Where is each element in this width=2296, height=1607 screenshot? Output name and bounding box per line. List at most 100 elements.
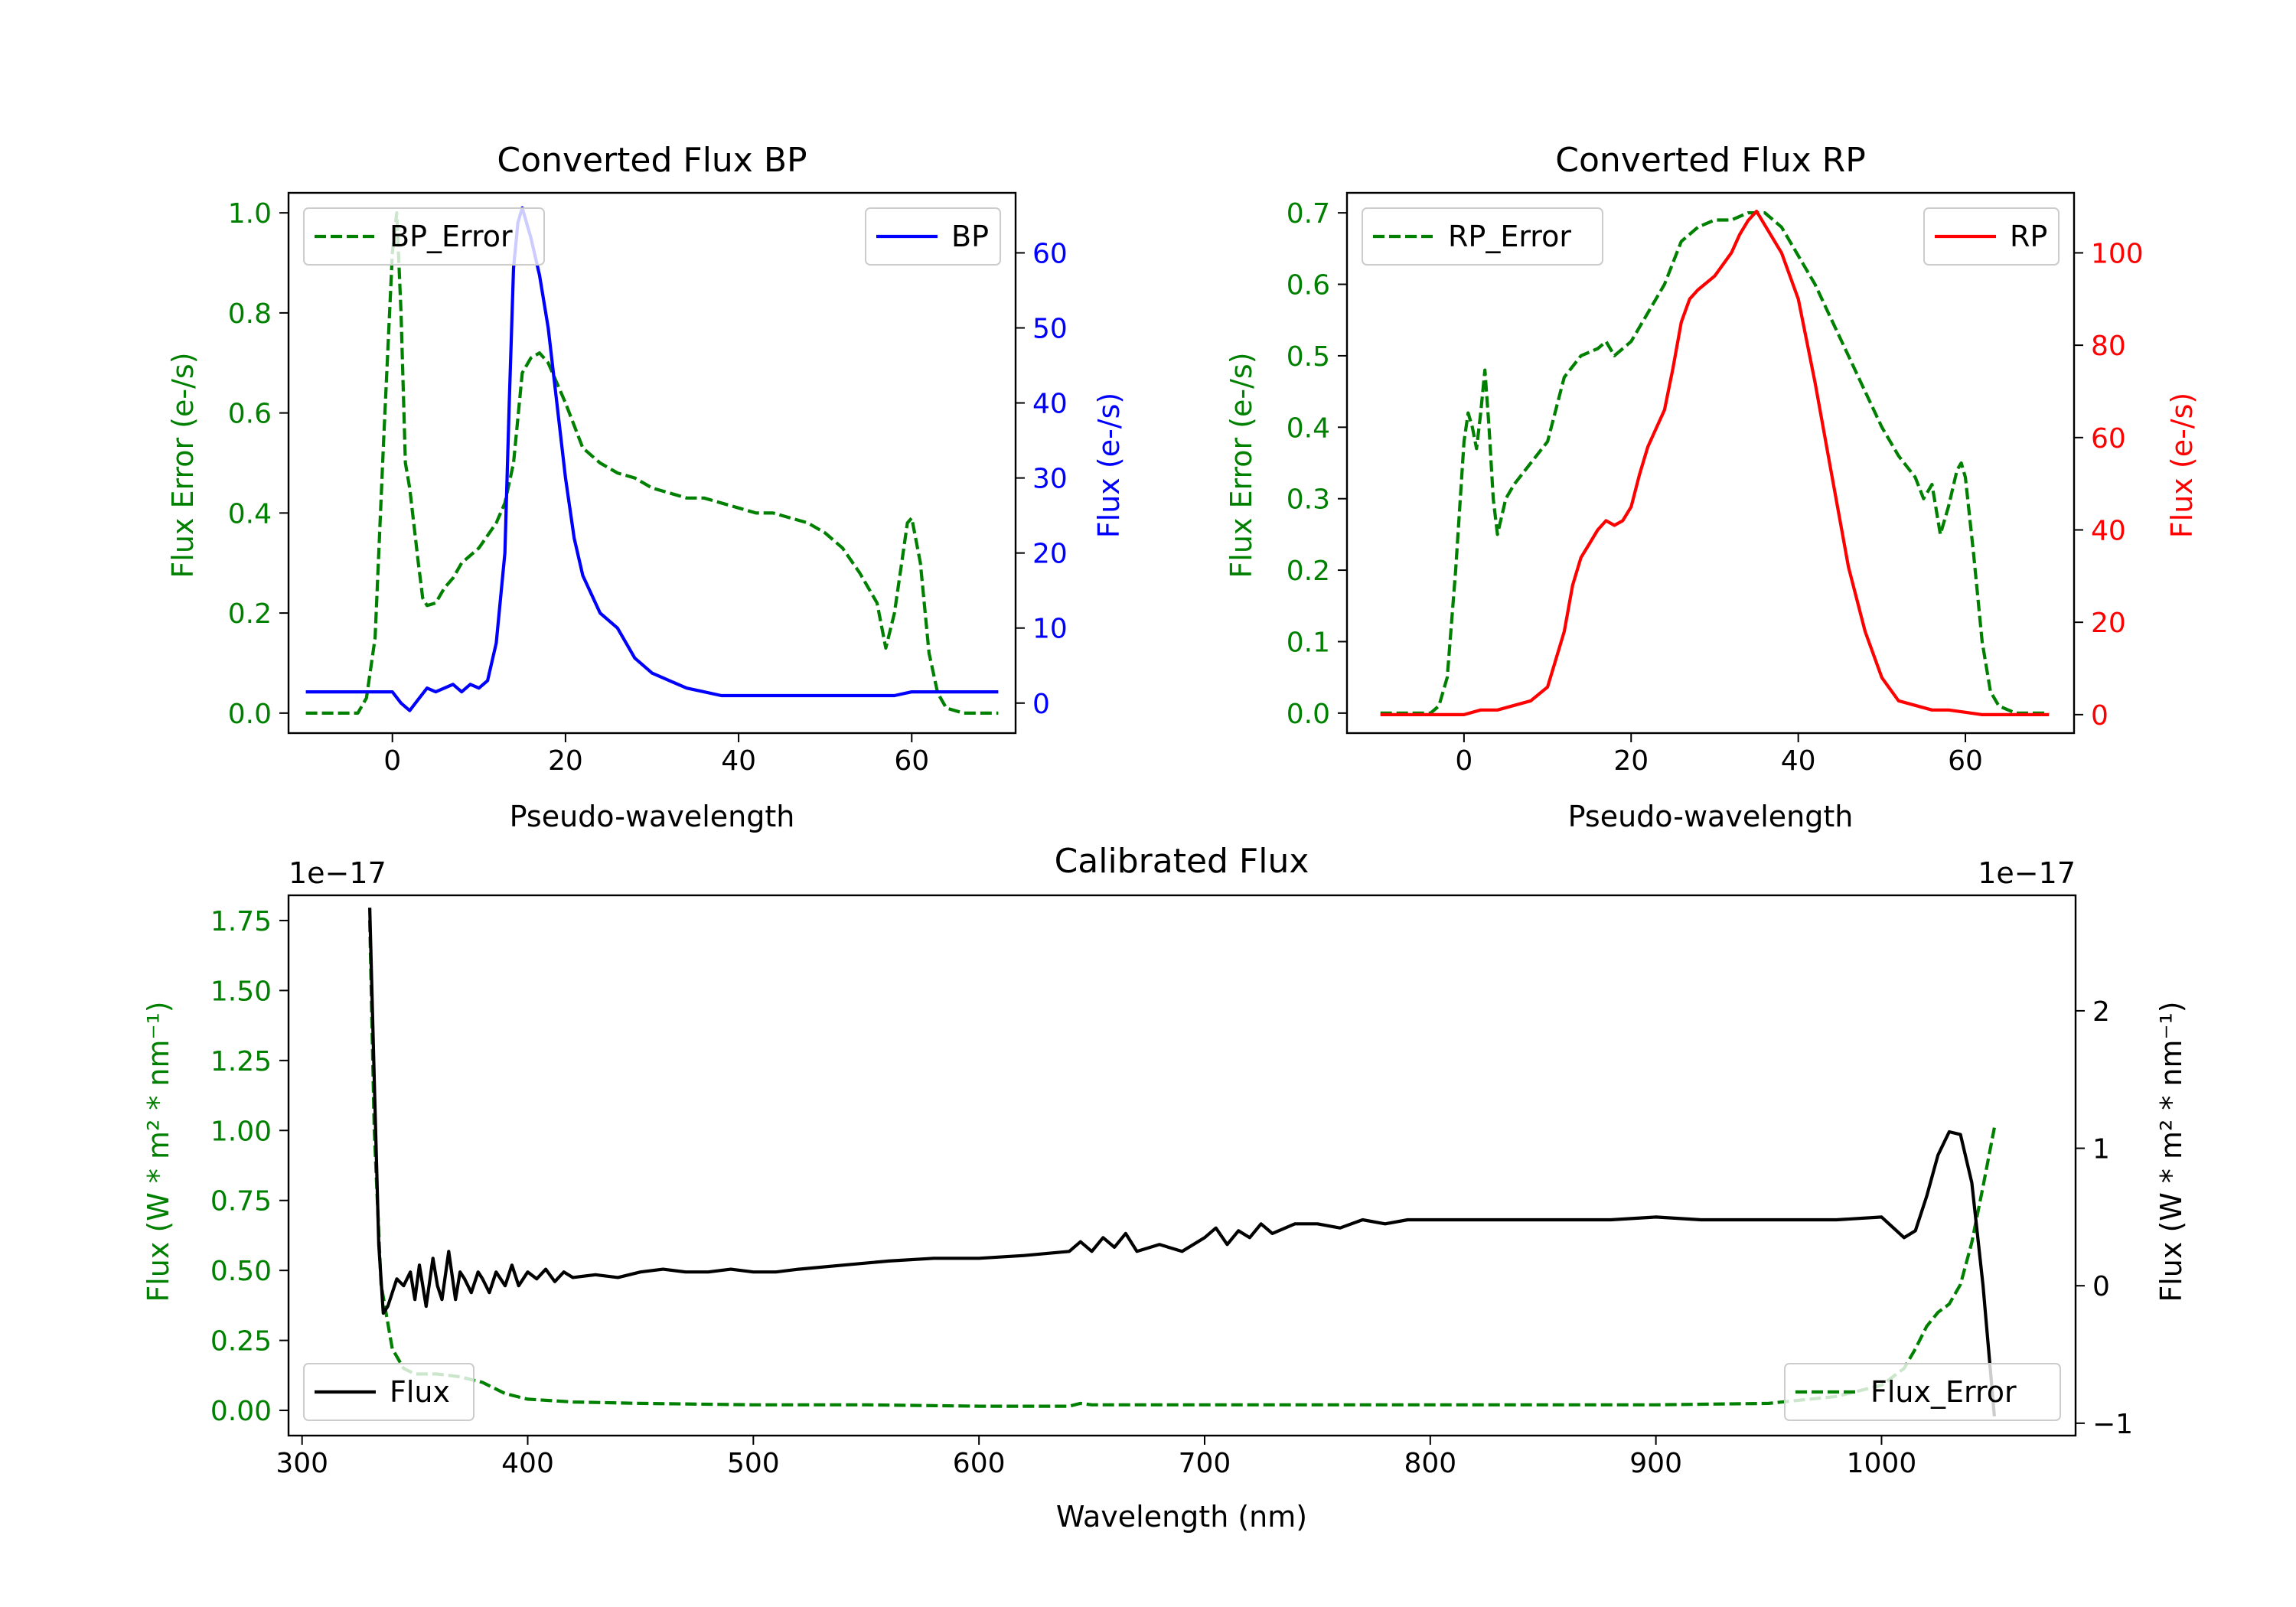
cal-ytick-left-label: 1.00	[210, 1116, 272, 1147]
bp-ytick-right-label: 10	[1032, 614, 1068, 645]
cal-ytick-right-label: 1	[2092, 1134, 2110, 1165]
cal-xtick-label: 600	[953, 1448, 1006, 1479]
bp-ytick-left-label: 1.0	[228, 198, 272, 230]
bp-legend-right-label: BP	[951, 220, 989, 253]
rp-title: Converted Flux RP	[1555, 141, 1866, 180]
cal-offset-right: 1e−17	[1978, 856, 2076, 890]
rp-legend-left: RP_Error	[1362, 207, 1603, 266]
cal-plot-frame	[287, 894, 2077, 1437]
rp-xtick-label: 0	[1455, 745, 1473, 777]
bp-ytick-left-label: 0.0	[228, 699, 272, 730]
rp-ytick-left-label: 0.3	[1287, 484, 1330, 516]
cal-legend-right-label: Flux_Error	[1870, 1375, 2017, 1409]
bp-plot-frame	[287, 191, 1017, 735]
rp-ytick-right-label: 80	[2091, 331, 2126, 362]
bp-ytick-right-label: 40	[1032, 389, 1068, 420]
cal-xtick-label: 400	[501, 1448, 554, 1479]
rp-ytick-left-label: 0.2	[1287, 556, 1330, 587]
bp-ytick-left-label: 0.6	[228, 399, 272, 430]
bp-ytick-right-label: 0	[1032, 689, 1050, 720]
series-rp-error	[1380, 211, 2050, 715]
bp-xtick-label: 60	[894, 745, 929, 777]
cal-ytick-right-label: 2	[2092, 996, 2110, 1028]
cal-legend-right-box	[1784, 1363, 2061, 1421]
bp-legend-left-box	[303, 207, 545, 266]
rp-plot-frame	[1345, 191, 2076, 735]
bp-xtick-label: 0	[383, 745, 401, 777]
bp-xtick-label: 20	[548, 745, 583, 777]
cal-xtick-label: 300	[276, 1448, 328, 1479]
rp-ylabel-left: Flux Error (e-/s)	[1225, 352, 1258, 578]
cal-ytick-left-label: 0.50	[210, 1256, 272, 1287]
rp-lines	[1380, 210, 2050, 717]
rp-legend-right-label: RP	[2010, 220, 2047, 253]
cal-xtick-label: 700	[1179, 1448, 1231, 1479]
bp-ytick-right-label: 50	[1032, 314, 1068, 345]
bp-ytick-left-label: 0.2	[228, 598, 272, 630]
rp-ytick-right-label: 60	[2091, 423, 2126, 455]
bp-xtick-label: 40	[721, 745, 756, 777]
rp-ytick-left-label: 0.0	[1287, 699, 1330, 730]
cal-xlabel: Wavelength (nm)	[1056, 1500, 1307, 1534]
bp-lines	[305, 206, 999, 715]
series-bp	[305, 206, 999, 712]
rp-ytick-right-label: 20	[2091, 608, 2126, 639]
rp-ytick-right-label: 100	[2091, 238, 2144, 269]
cal-legend-left: Flux	[303, 1363, 475, 1421]
bp-legend-left-label: BP_Error	[390, 220, 513, 253]
rp-xlabel: Pseudo-wavelength	[1568, 800, 1854, 833]
series-flux	[368, 908, 1996, 1416]
bp-xlabel: Pseudo-wavelength	[510, 800, 795, 833]
cal-ylabel-right: Flux (W * m² * nm⁻¹)	[2154, 1001, 2188, 1302]
cal-ylabel-left: Flux (W * m² * nm⁻¹)	[142, 1001, 175, 1302]
rp-xtick-label: 60	[1948, 745, 1983, 777]
bp-ylabel-left: Flux Error (e-/s)	[166, 352, 200, 578]
cal-ytick-left-label: 1.25	[210, 1046, 272, 1077]
cal-xtick-label: 500	[727, 1448, 780, 1479]
bp-ytick-right-label: 20	[1032, 539, 1068, 570]
rp-legend-left-label: RP_Error	[1448, 220, 1571, 253]
cal-xtick-label: 800	[1404, 1448, 1456, 1479]
rp-legend-left-box	[1362, 207, 1603, 266]
cal-xtick-label: 1000	[1847, 1448, 1917, 1479]
bp-ytick-right-label: 60	[1032, 238, 1068, 269]
cal-ytick-right-label: 0	[2092, 1271, 2110, 1302]
cal-offset-left: 1e−17	[289, 856, 386, 890]
cal-ytick-left-label: 1.75	[210, 906, 272, 937]
rp-ytick-left-label: 0.6	[1287, 270, 1330, 302]
rp-ytick-left-label: 0.7	[1287, 198, 1330, 230]
cal-panel: Calibrated Flux 1e−17 1e−17 Wavelength (…	[142, 842, 2188, 1534]
rp-panel: Converted Flux RP Pseudo-wavelength Flux…	[1225, 141, 2199, 833]
cal-ytick-left-label: 1.50	[210, 976, 272, 1007]
rp-ytick-left-label: 0.1	[1287, 627, 1330, 658]
bp-ytick-left-label: 0.8	[228, 298, 272, 330]
cal-title: Calibrated Flux	[1055, 842, 1309, 881]
cal-legend-right: Flux_Error	[1784, 1363, 2061, 1421]
rp-ytick-right-label: 0	[2091, 700, 2108, 732]
bp-ylabel-right: Flux (e-/s)	[1092, 393, 1126, 538]
cal-xtick-label: 900	[1629, 1448, 1682, 1479]
bp-legend-left: BP_Error	[303, 207, 545, 266]
cal-ytick-left-label: 0.00	[210, 1396, 272, 1427]
series-bp-error	[305, 211, 999, 715]
series-rp	[1380, 210, 2050, 717]
rp-ytick-right-label: 40	[2091, 515, 2126, 546]
cal-legend-left-label: Flux	[390, 1375, 450, 1409]
bp-ytick-right-label: 30	[1032, 464, 1068, 495]
bp-ytick-left-label: 0.4	[228, 498, 272, 530]
rp-xtick-label: 40	[1781, 745, 1816, 777]
rp-ytick-left-label: 0.5	[1287, 341, 1330, 373]
bp-panel: Converted Flux BP Pseudo-wavelength Flux…	[166, 141, 1126, 833]
bp-title: Converted Flux BP	[497, 141, 807, 180]
rp-ylabel-right: Flux (e-/s)	[2165, 393, 2199, 538]
rp-legend-right: RP	[1923, 207, 2060, 266]
bp-legend-right: BP	[865, 207, 1001, 266]
rp-xtick-label: 20	[1613, 745, 1649, 777]
cal-ytick-left-label: 0.75	[210, 1186, 272, 1217]
rp-ytick-left-label: 0.4	[1287, 412, 1330, 444]
cal-ytick-right-label: −1	[2092, 1409, 2133, 1440]
cal-ytick-left-label: 0.25	[210, 1326, 272, 1358]
cal-legend-left-box	[303, 1363, 475, 1421]
